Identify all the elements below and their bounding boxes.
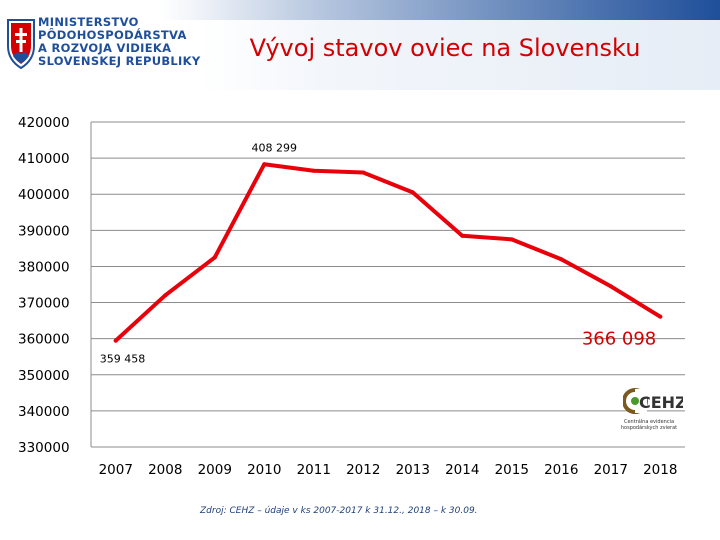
x-tick-label: 2011	[297, 462, 331, 478]
y-tick-label: 360000	[18, 332, 70, 348]
x-tick-label: 2012	[346, 462, 380, 478]
source-note: Zdroj: CEHZ – údaje v ks 2007-2017 k 31.…	[200, 506, 478, 516]
x-tick-label: 2015	[495, 462, 529, 478]
x-tick-label: 2013	[396, 462, 430, 478]
data-point	[262, 162, 267, 167]
data-point	[608, 284, 613, 289]
data-label: 408 299	[252, 141, 298, 154]
y-tick-label: 340000	[18, 404, 70, 420]
y-tick-label: 390000	[18, 223, 70, 239]
data-label: 366 098	[582, 329, 656, 350]
x-tick-label: 2007	[99, 462, 133, 478]
ministry-line: A ROZVOJA VIDIEKA	[38, 41, 172, 55]
y-tick-label: 330000	[18, 440, 70, 456]
data-point	[361, 170, 366, 175]
data-point	[212, 255, 217, 260]
data-point	[559, 257, 564, 262]
ministry-name: MINISTERSTVO PÔDOHOSPODÁRSTVA A ROZVOJA …	[38, 16, 208, 68]
cehz-mark-text: CEHZ	[639, 393, 683, 412]
x-tick-label: 2009	[198, 462, 232, 478]
ministry-line: PÔDOHOSPODÁRSTVA	[38, 28, 187, 42]
x-tick-label: 2010	[247, 462, 281, 478]
data-point	[509, 237, 514, 242]
cehz-logo-icon: CEHZ	[623, 388, 683, 414]
slovak-coat-of-arms-icon	[7, 19, 35, 70]
data-point	[410, 190, 415, 195]
cehz-caption: Centrálna evidencia hospodárskych zviera…	[620, 419, 678, 431]
x-tick-label: 2017	[594, 462, 628, 478]
page-title: Vývoj stavov oviec na Slovensku	[249, 34, 641, 62]
series-line	[113, 162, 663, 343]
y-tick-label: 400000	[18, 187, 70, 203]
x-tick-label: 2014	[445, 462, 479, 478]
data-point	[460, 233, 465, 238]
cehz-logo: CEHZ Centrálna evidencia hospodárskych z…	[613, 383, 685, 439]
header-accent-strip	[160, 0, 720, 20]
x-tick-label: 2008	[148, 462, 182, 478]
ministry-line: MINISTERSTVO	[38, 15, 139, 29]
y-tick-label: 350000	[18, 368, 70, 384]
y-tick-label: 420000	[18, 115, 70, 131]
y-tick-label: 410000	[18, 151, 70, 167]
x-tick-label: 2016	[544, 462, 578, 478]
data-label: 359 458	[100, 353, 146, 366]
data-point	[113, 338, 118, 343]
data-point	[658, 314, 663, 319]
y-tick-label: 370000	[18, 296, 70, 312]
data-point	[311, 168, 316, 173]
x-tick-label: 2018	[643, 462, 677, 478]
data-point	[163, 293, 168, 298]
y-tick-label: 380000	[18, 259, 70, 275]
line-chart: 420000 410000 400000 390000 380000 370000 3600…	[18, 115, 685, 478]
ministry-line: SLOVENSKEJ REPUBLIKY	[38, 54, 201, 68]
